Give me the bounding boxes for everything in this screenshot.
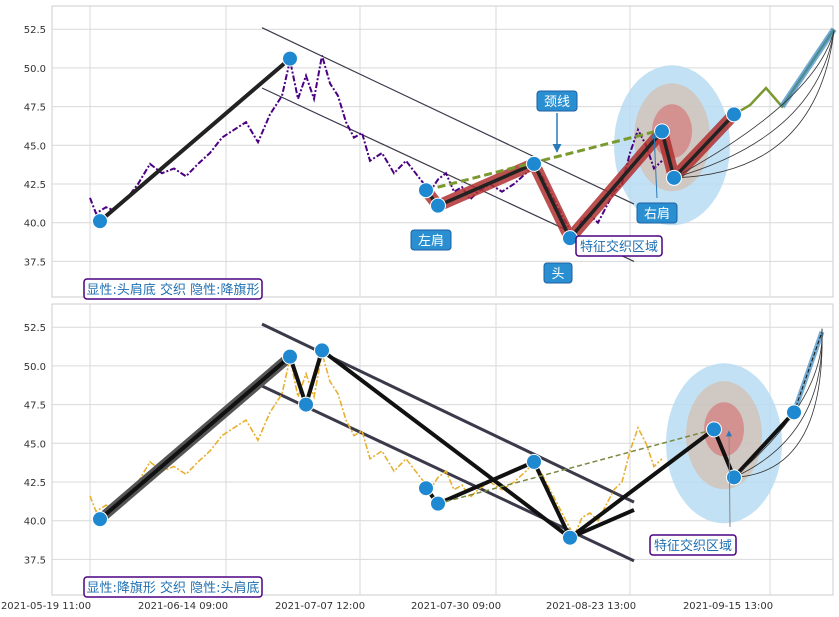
top-pivot-marker xyxy=(418,182,434,199)
neckline-label: 颈线 xyxy=(536,90,578,112)
x-tick-label: 2021-09-15 13:00 xyxy=(683,601,773,612)
bottom-pivot-marker xyxy=(92,511,108,528)
top-neckline xyxy=(425,128,663,192)
bottom-fan-arc xyxy=(733,328,823,478)
bottom-pivot-marker xyxy=(786,404,802,421)
bottom-fan-arc xyxy=(733,328,823,478)
top-fan-arc xyxy=(673,30,835,179)
neckline-label-text: 颈线 xyxy=(544,95,570,110)
top-pivot-marker xyxy=(654,123,670,140)
top-y-tick-label: 40.0 xyxy=(24,219,46,230)
bottom-target-line xyxy=(793,331,823,413)
x-tick-label: 2021-07-30 09:00 xyxy=(411,601,501,612)
bottom-pivot-marker xyxy=(562,529,578,546)
top-pivot-marker xyxy=(526,155,542,172)
top-y-tick-label: 42.5 xyxy=(24,180,46,191)
x-tick-label: 2021-07-07 12:00 xyxy=(275,601,365,612)
bottom-zone-label: 特征交织区域 xyxy=(649,534,737,556)
top-pivot-marker xyxy=(726,106,742,123)
right-shoulder-arrow xyxy=(651,132,658,199)
bottom-pivot-marker xyxy=(298,396,314,413)
x-tick-label: 2021-05-19 11:00 xyxy=(1,601,91,612)
left-shoulder-label: 左肩 xyxy=(410,229,452,251)
bottom-y-tick-label: 40.0 xyxy=(24,517,46,528)
bottom-zone-inner xyxy=(704,402,744,457)
top-y-tick-labels: 37.5 40.0 42.5 45.0 47.5 50.0 52.5 xyxy=(24,25,46,268)
top-y-tick-label: 45.0 xyxy=(24,141,46,152)
top-y-tick-label: 37.5 xyxy=(24,257,46,268)
right-shoulder-label-text: 右肩 xyxy=(644,206,670,222)
bottom-flag-line xyxy=(98,347,635,540)
bottom-y-tick-label: 45.0 xyxy=(24,439,46,450)
top-pivot-marker xyxy=(430,197,446,214)
bottom-y-tick-label: 52.5 xyxy=(24,323,46,334)
top-pole-line xyxy=(98,57,292,223)
bottom-pivot-marker xyxy=(418,480,434,497)
bottom-legend: 显性:降旗形 交织 隐性:头肩底 xyxy=(83,576,263,598)
left-shoulder-label-text: 左肩 xyxy=(418,233,444,249)
bottom-pivot-marker xyxy=(706,421,722,438)
top-panel: 37.540.042.545.047.550.052.5 颈线 左肩 头 右肩 … xyxy=(24,5,837,300)
top-fan-arc xyxy=(673,30,835,179)
bottom-y-tick-label: 50.0 xyxy=(24,362,46,373)
bottom-pivot-marker xyxy=(314,342,330,359)
top-pivot-marker xyxy=(282,50,298,67)
bottom-y-tick-label: 47.5 xyxy=(24,401,46,412)
top-price-line xyxy=(89,55,663,241)
bottom-pivot-marker xyxy=(526,453,542,470)
bottom-panel: 37.5 40.0 42.5 45.0 47.5 50.0 52.5 特征交织区域 显性:降… xyxy=(24,303,834,598)
bottom-y-tick-label: 37.5 xyxy=(24,555,46,566)
top-pivot-marker xyxy=(92,213,108,230)
bottom-price-line xyxy=(89,353,663,539)
top-series xyxy=(89,27,837,262)
top-y-tick-label: 52.5 xyxy=(24,25,46,36)
top-legend-text: 显性:头肩底 交织 隐性:降旗形 xyxy=(86,282,259,298)
bottom-pivot-marker xyxy=(430,495,446,512)
top-gridlines xyxy=(52,6,833,297)
bottom-pivot-marker xyxy=(282,348,298,365)
x-tick-label: 2021-08-23 13:00 xyxy=(546,601,636,612)
x-tick-labels: 2021-05-19 11:00 2021-06-14 09:00 2021-07-… xyxy=(1,601,773,612)
bottom-zone-label-text: 特征交织区域 xyxy=(654,538,732,554)
head-label-text: 头 xyxy=(551,267,564,282)
bottom-pivot-marker xyxy=(726,469,742,486)
top-fan-arc xyxy=(673,30,835,179)
bottom-zone-arrow xyxy=(726,430,733,528)
bottom-y-tick-label: 42.5 xyxy=(24,478,46,489)
top-channel-upper xyxy=(261,27,635,205)
bottom-y-tick-labels: 37.5 40.0 42.5 45.0 47.5 50.0 52.5 xyxy=(24,323,46,566)
top-legend: 显性:头肩底 交织 隐性:降旗形 xyxy=(83,278,263,300)
bottom-legend-text: 显性:降旗形 交织 隐性:头肩底 xyxy=(86,580,259,596)
bottom-series xyxy=(89,322,825,563)
top-target-highlight xyxy=(779,27,837,109)
top-zone-label: 特征交织区域 xyxy=(575,235,663,257)
top-zone-label-text: 特征交织区域 xyxy=(580,239,658,255)
top-y-tick-label: 50.0 xyxy=(24,64,46,75)
top-pivot-marker xyxy=(666,169,682,186)
right-shoulder-label: 右肩 xyxy=(636,202,678,224)
top-y-tick-label: 47.5 xyxy=(24,103,46,114)
x-tick-label: 2021-06-14 09:00 xyxy=(138,601,228,612)
head-label: 头 xyxy=(543,262,573,284)
bottom-fan-arc xyxy=(733,328,823,478)
